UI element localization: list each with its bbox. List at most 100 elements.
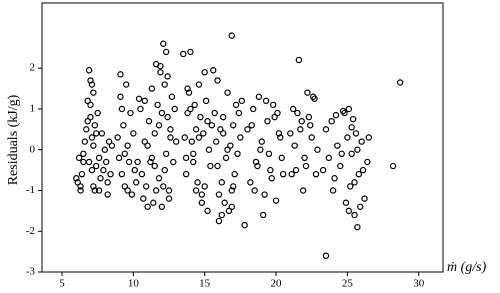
point	[338, 150, 345, 158]
point	[95, 187, 103, 194]
point	[200, 130, 207, 137]
point	[88, 166, 96, 174]
point	[88, 134, 96, 141]
point	[254, 162, 261, 170]
point	[228, 187, 235, 194]
point	[329, 187, 337, 194]
point	[191, 101, 198, 109]
point	[237, 134, 244, 141]
point	[83, 126, 90, 133]
point	[150, 199, 157, 206]
point	[162, 48, 170, 56]
point	[98, 130, 106, 137]
point	[187, 105, 194, 113]
point	[87, 101, 94, 109]
point	[90, 183, 97, 190]
point	[342, 199, 350, 206]
point	[264, 117, 271, 125]
point	[345, 105, 353, 113]
point	[218, 179, 226, 186]
point	[291, 142, 298, 149]
point	[165, 187, 173, 194]
point	[198, 191, 206, 198]
point	[151, 130, 158, 137]
point	[274, 109, 281, 117]
point	[230, 183, 237, 190]
point	[364, 158, 371, 166]
point	[188, 138, 196, 145]
point	[160, 40, 167, 47]
point	[331, 175, 338, 182]
point	[84, 97, 91, 105]
point	[147, 158, 154, 166]
point	[322, 252, 330, 259]
point	[198, 199, 206, 206]
point	[168, 93, 176, 100]
point	[148, 154, 156, 162]
point	[348, 150, 355, 158]
point	[268, 175, 275, 182]
point	[288, 170, 295, 178]
point	[231, 170, 238, 178]
point	[221, 199, 228, 206]
x-tick-label: 20	[271, 278, 283, 290]
point	[202, 97, 210, 105]
point	[158, 109, 166, 117]
point	[218, 211, 226, 219]
point	[255, 93, 263, 100]
point	[103, 158, 110, 166]
y-tick-label: 1	[30, 103, 36, 115]
x-tick-label: 30	[413, 278, 425, 290]
point	[115, 154, 123, 162]
point	[204, 207, 211, 215]
point	[194, 179, 201, 186]
point	[77, 183, 84, 190]
point	[259, 211, 267, 219]
point	[212, 138, 220, 145]
point	[185, 89, 193, 96]
point	[287, 130, 294, 137]
point	[228, 32, 235, 39]
point	[124, 142, 131, 149]
point	[75, 154, 83, 162]
point	[90, 89, 97, 96]
point	[161, 81, 168, 88]
point	[201, 69, 208, 76]
point	[118, 170, 126, 178]
point	[238, 97, 245, 105]
point	[87, 113, 94, 121]
point	[234, 150, 241, 158]
point	[95, 154, 103, 162]
point	[244, 126, 251, 133]
point	[105, 138, 113, 145]
point	[117, 71, 124, 78]
point	[197, 113, 204, 121]
point	[328, 117, 335, 125]
point	[167, 126, 174, 133]
point	[91, 122, 99, 129]
point	[114, 134, 121, 141]
point	[396, 79, 404, 86]
point	[345, 207, 353, 215]
point	[298, 117, 305, 125]
point	[87, 77, 94, 84]
point	[251, 187, 258, 194]
point	[184, 85, 191, 92]
point	[365, 134, 372, 141]
plot-frame	[41, 2, 444, 273]
point	[78, 170, 86, 178]
point	[225, 207, 233, 215]
point	[214, 77, 221, 84]
point	[348, 124, 355, 131]
point	[305, 113, 313, 121]
point	[120, 122, 127, 129]
point	[322, 126, 330, 133]
point	[182, 170, 190, 178]
point	[354, 146, 361, 153]
point	[275, 130, 283, 137]
point	[164, 73, 171, 80]
point	[347, 183, 354, 190]
point	[134, 158, 141, 166]
y-tick-label: -2	[26, 225, 35, 237]
point	[152, 187, 160, 194]
